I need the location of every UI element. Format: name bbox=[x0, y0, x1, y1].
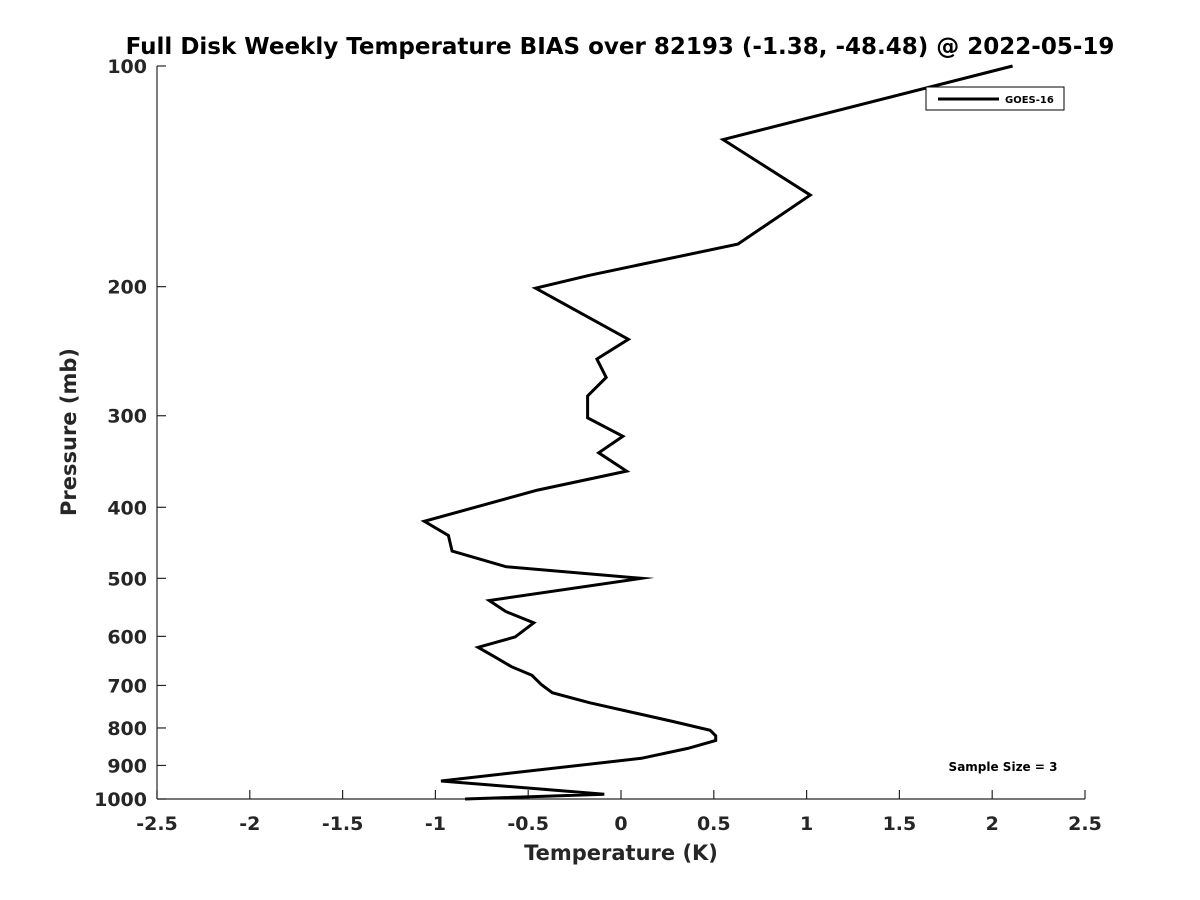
y-tick-label: 700 bbox=[107, 675, 147, 697]
x-tick-label: -0.5 bbox=[507, 813, 549, 835]
x-tick-label: -2.5 bbox=[136, 813, 178, 835]
series-layer bbox=[420, 64, 1013, 801]
x-tick-label: 0.5 bbox=[697, 813, 731, 835]
x-tick-label: 1.5 bbox=[883, 813, 917, 835]
y-tick-label: 200 bbox=[107, 277, 147, 299]
x-tick-label: 2 bbox=[986, 813, 999, 835]
y-tick-label: 800 bbox=[107, 718, 147, 740]
x-axis-ticks: -2.5 -2 -1.5 -1 -0.5 0 0.5 1 1.5 2 2.5 bbox=[136, 790, 1102, 835]
y-tick-label: 900 bbox=[107, 755, 147, 777]
x-axis-label: Temperature (K) bbox=[524, 841, 718, 865]
series-line-goes-16 bbox=[420, 64, 1013, 801]
y-tick-label: 500 bbox=[107, 568, 147, 590]
sample-size-annotation: Sample Size = 3 bbox=[949, 760, 1058, 774]
y-axis-label: Pressure (mb) bbox=[57, 348, 81, 516]
y-tick-label: 1000 bbox=[94, 789, 147, 811]
y-axis-ticks: 100 200 300 400 500 600 700 800 900 1000 bbox=[94, 56, 166, 811]
x-tick-label: -1.5 bbox=[322, 813, 364, 835]
axes bbox=[156, 66, 1085, 800]
y-tick-label: 300 bbox=[107, 406, 147, 428]
legend-label-goes-16: GOES-16 bbox=[1005, 95, 1054, 106]
x-tick-label: 0 bbox=[614, 813, 627, 835]
chart-title: Full Disk Weekly Temperature BIAS over 8… bbox=[126, 34, 1115, 60]
x-tick-label: -2 bbox=[239, 813, 260, 835]
x-tick-label: -1 bbox=[425, 813, 446, 835]
y-tick-label: 100 bbox=[107, 56, 147, 78]
y-tick-label: 600 bbox=[107, 626, 147, 648]
x-tick-label: 2.5 bbox=[1068, 813, 1102, 835]
legend: GOES-16 bbox=[925, 86, 1065, 111]
y-tick-label: 400 bbox=[107, 497, 147, 519]
x-tick-label: 1 bbox=[800, 813, 813, 835]
